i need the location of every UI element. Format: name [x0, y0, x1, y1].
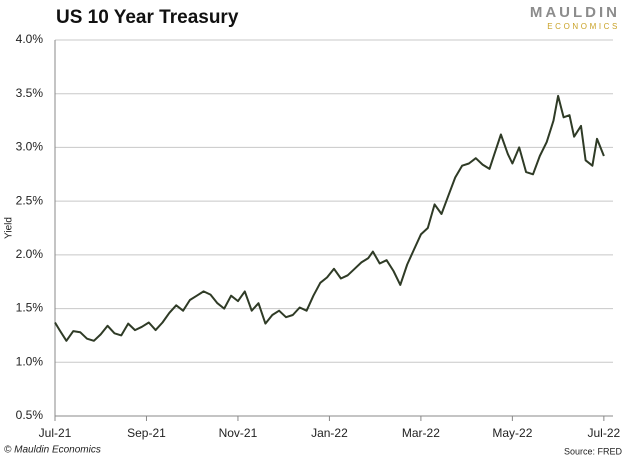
y-tick-label: 2.0%	[16, 247, 44, 261]
y-tick-label: 2.5%	[16, 193, 44, 207]
line-series	[54, 94, 605, 342]
y-tick-label: 3.5%	[16, 86, 44, 100]
chart-title: US 10 Year Treasury	[56, 7, 239, 28]
x-tick-label: May-22	[492, 426, 532, 440]
y-axis-label: Yield	[4, 217, 15, 239]
x-tick-label: Jan-22	[311, 426, 348, 440]
y-tick-label: 1.0%	[16, 354, 44, 368]
x-tick-label: Sep-21	[127, 426, 166, 440]
credit: © Mauldin Economics	[4, 445, 101, 456]
x-tick-label: Mar-22	[402, 426, 440, 440]
source: Source: FRED	[564, 446, 623, 456]
y-tick-label: 1.5%	[16, 301, 44, 315]
x-tick-label: Nov-21	[219, 426, 258, 440]
brand-name: MAULDIN	[530, 4, 620, 21]
y-tick-label: 4.0%	[16, 32, 44, 46]
x-tick-label: Jul-21	[39, 426, 72, 440]
y-tick-label: 3.0%	[16, 140, 44, 154]
brand-sub: ECONOMICS	[547, 22, 620, 31]
y-tick-label: 0.5%	[16, 408, 44, 422]
x-tick-label: Jul-22	[588, 426, 621, 440]
